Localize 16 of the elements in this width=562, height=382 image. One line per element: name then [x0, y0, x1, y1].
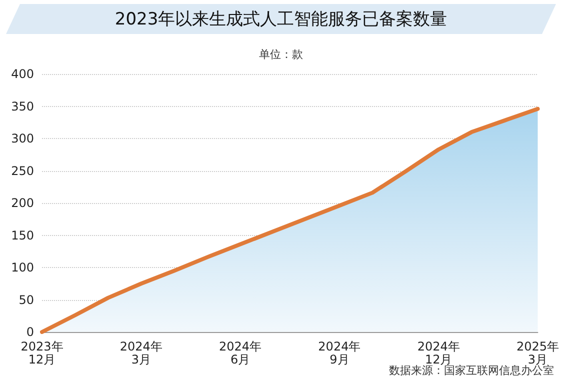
source-note: 数据来源：国家互联网信息办公室 [389, 364, 554, 377]
x-tick-label: 2024年 6月 [219, 340, 262, 366]
y-tick-label: 150 [11, 228, 34, 242]
y-tick-label: 50 [18, 292, 34, 307]
y-tick-label: 200 [11, 196, 34, 210]
x-tick-label: 2024年 9月 [318, 340, 361, 366]
y-tick-label: 350 [11, 99, 34, 114]
y-tick-label: 0 [26, 325, 34, 339]
y-tick-label: 100 [11, 260, 34, 274]
y-tick-label: 400 [11, 67, 34, 81]
chart-subtitle: 单位：款 [259, 48, 303, 61]
x-tick-label: 2024年 3月 [120, 340, 162, 366]
chart-title: 2023年以来生成式人工智能服务已备案数量 [114, 10, 448, 30]
y-tick-label: 300 [11, 132, 34, 146]
x-tick-label: 2023年 12月 [20, 340, 64, 366]
y-tick-label: 250 [11, 164, 34, 178]
